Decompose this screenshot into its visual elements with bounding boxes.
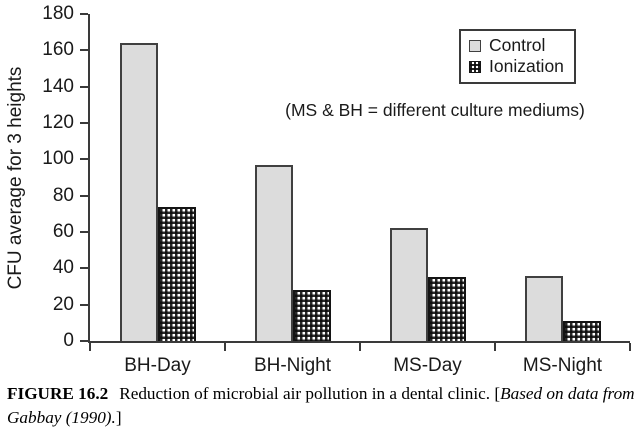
y-tick-label: 160 (42, 39, 74, 61)
y-tick-label: 0 (63, 330, 74, 351)
category-group-bh-day (90, 14, 225, 341)
bar-ionization-bh-day (157, 206, 196, 341)
legend: Control Ionization (459, 29, 576, 84)
y-axis-tick (80, 303, 88, 306)
x-axis-tick (494, 343, 496, 351)
bar-ionization-bh-night (292, 290, 331, 341)
x-category-label-ms-night: MS-Night (522, 355, 603, 376)
y-axis-tick (80, 340, 88, 342)
category-group-ms-day (360, 14, 495, 341)
y-tick-label: 40 (52, 257, 74, 279)
x-category-label-bh-night: BH-Night (253, 355, 332, 376)
y-axis-tick (80, 158, 88, 161)
y-tick-label: 80 (52, 184, 74, 206)
legend-label-ionization: Ionization (489, 56, 564, 76)
y-tick-label: 20 (52, 293, 74, 315)
bar-control-ms-day (389, 228, 428, 341)
x-axis-tick (629, 343, 631, 351)
figure-caption: FIGURE 16.2 Reduction of microbial air po… (7, 382, 636, 429)
figure-number: FIGURE 16.2 (7, 384, 109, 403)
y-tick-label: 140 (42, 75, 74, 97)
bar-ionization-ms-day (427, 277, 466, 341)
plot-area: 0 20 40 60 80 100 120 140 160 180 BH-Day BH-Night MS… (42, 3, 631, 376)
bar-control-ms-night (524, 275, 563, 341)
bar-ionization-ms-night (562, 321, 601, 341)
y-axis-tick (80, 231, 88, 234)
x-axis-tick (359, 343, 361, 351)
y-axis-tick (80, 194, 88, 197)
caption-body: Reduction of microbial air pollution in … (119, 384, 501, 403)
y-axis-tick (80, 267, 88, 270)
x-axis-tick (224, 343, 226, 351)
control-swatch-icon (469, 39, 481, 52)
culture-mediums-note: (MS & BH = different culture mediums) (285, 100, 585, 120)
y-tick-label: 60 (52, 221, 74, 243)
y-axis-title: CFU average for 3 heights (5, 66, 26, 290)
caption-tail: ] (115, 407, 122, 427)
bar-control-bh-night (254, 164, 293, 341)
y-tick-label: 180 (42, 3, 74, 24)
legend-item-ionization: Ionization (469, 56, 568, 77)
y-axis-tick (80, 122, 88, 125)
ionization-swatch-icon (469, 60, 481, 73)
y-tick-label: 100 (42, 148, 74, 170)
legend-label-control: Control (489, 35, 546, 55)
x-category-label-bh-day: BH-Day (124, 355, 191, 376)
y-axis-tick (80, 85, 88, 88)
x-category-label-ms-day: MS-Day (393, 355, 462, 376)
caption-source: Based on data from Gabbay (1990). (7, 384, 635, 427)
category-group-ms-night (495, 14, 630, 341)
legend-item-control: Control (469, 35, 568, 56)
y-axis-tick (80, 13, 88, 15)
bar-control-bh-day (119, 43, 158, 341)
category-group-bh-night (225, 14, 360, 341)
x-axis-tick (89, 343, 91, 351)
y-axis-tick (80, 49, 88, 52)
y-tick-label: 120 (42, 112, 74, 134)
